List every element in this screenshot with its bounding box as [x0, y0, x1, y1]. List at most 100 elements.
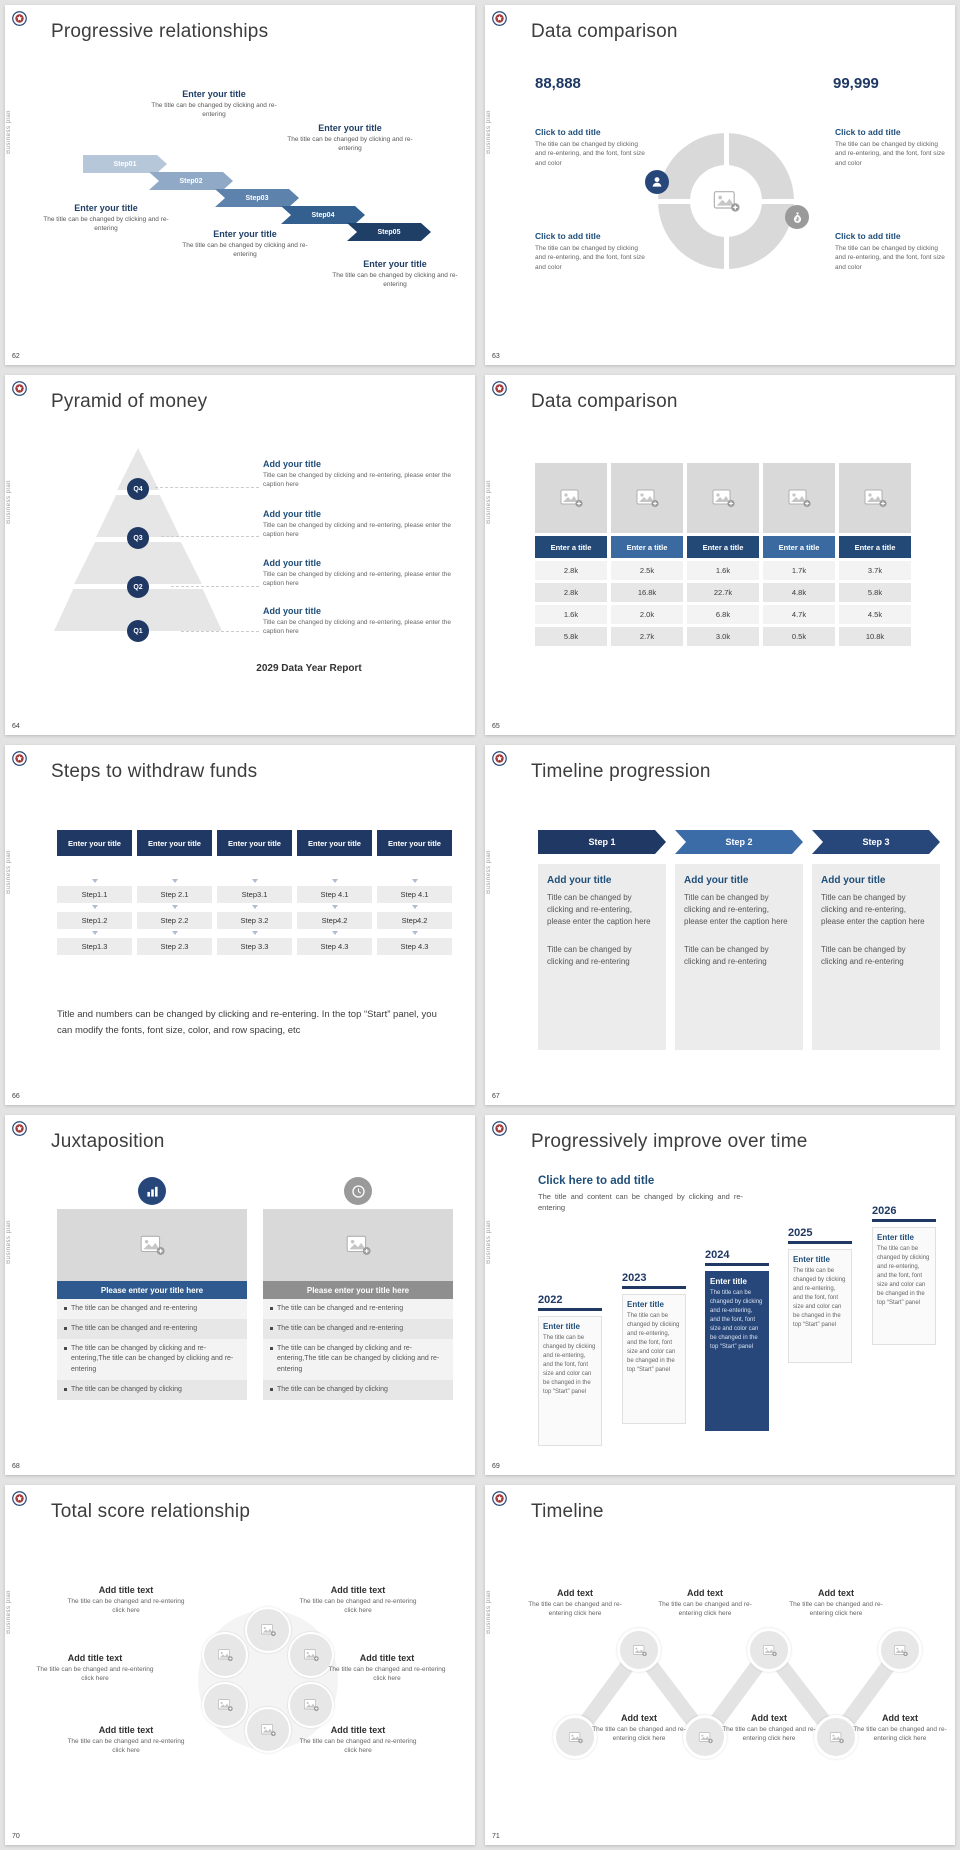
- bullet-item: The title can be changed and re-entering: [57, 1319, 247, 1340]
- image-placeholder: [839, 463, 911, 533]
- text-block-body: The title can be changed by clicking and…: [287, 136, 413, 153]
- slide-69-thumbnail[interactable]: Business plan Progressively improve over…: [485, 1115, 955, 1475]
- text-block: Enter your title The title can be change…: [144, 89, 284, 119]
- image-placeholder: [288, 1682, 334, 1728]
- year-panel: Enter title The title can be changed by …: [788, 1249, 852, 1363]
- bullet-text: The title can be changed and re-entering: [71, 1305, 198, 1312]
- step-panel: Add your title Title can be changed by c…: [538, 864, 666, 1050]
- pyramid-level-badge: Q4: [127, 478, 149, 500]
- caption-block: Add your title Title can be changed by c…: [263, 558, 458, 588]
- year-panel: Enter title The title can be changed by …: [872, 1227, 936, 1345]
- caption-block: Add text The title can be changed and re…: [784, 1588, 888, 1618]
- slide-63-thumbnail[interactable]: Business plan Data comparison 88,888 99,…: [485, 5, 955, 365]
- caption-title: Add your title: [263, 459, 321, 469]
- slide-title: Steps to withdraw funds: [51, 761, 258, 782]
- step-arrow: Step 3: [812, 830, 940, 854]
- caption-title: Click to add title: [835, 231, 901, 241]
- table-cell: 4.8k: [763, 583, 835, 602]
- bullet-text: The title can be changed by clicking and…: [71, 1345, 234, 1373]
- image-placeholder-icon: [345, 1232, 371, 1258]
- image-placeholder-icon: [787, 486, 811, 510]
- slide-65-thumbnail[interactable]: Business plan Data comparison Enter a ti…: [485, 375, 955, 735]
- slide-title: Timeline: [531, 1501, 604, 1522]
- slide-62-thumbnail[interactable]: Business plan Progressive relationships …: [5, 5, 475, 365]
- caption-title: Add text: [621, 1713, 657, 1723]
- image-placeholder-icon: [303, 1697, 319, 1713]
- text-block: Enter your title The title can be change…: [36, 203, 176, 233]
- caption-title: Add text: [687, 1588, 723, 1598]
- slide-64-thumbnail[interactable]: Business plan Pyramid of money Q4 Q3 Q2 …: [5, 375, 475, 735]
- caption-body: The title can be changed and re-entering…: [67, 1738, 185, 1755]
- slide-68-thumbnail[interactable]: Business plan Juxtaposition Please enter…: [5, 1115, 475, 1475]
- image-placeholder-icon: [829, 1730, 844, 1745]
- step-box: Step 2.2: [137, 905, 212, 929]
- bullet-text: The title can be changed by clicking: [277, 1385, 388, 1393]
- intro-body: The title and content can be changed by …: [538, 1192, 743, 1213]
- step-box: Step1.3: [57, 931, 132, 955]
- card-title-bar: Please enter your title here: [57, 1281, 247, 1299]
- sidebar-label: Business plan: [6, 1590, 12, 1634]
- slide-title: Juxtaposition: [51, 1131, 165, 1152]
- table-cell: 10.8k: [839, 627, 911, 646]
- bullet-text: The title can be changed and re-entering: [277, 1305, 404, 1312]
- bar-chart-icon: [144, 1183, 161, 1200]
- image-placeholder: [202, 1682, 248, 1728]
- slide-70-thumbnail[interactable]: Business plan Total score relationship A…: [5, 1485, 475, 1845]
- page-number: 63: [492, 353, 500, 360]
- sidebar-label: Business plan: [6, 110, 12, 154]
- process-step-chevron: Step02: [149, 172, 233, 190]
- caption-body: The title can be changed by clicking and…: [535, 245, 645, 271]
- bullet-item: The title can be changed by clicking: [263, 1379, 453, 1400]
- person-icon: [649, 174, 665, 190]
- caption-body: The title can be changed and re-entering…: [67, 1598, 185, 1615]
- timeline-step: Step 2 Add your title Title can be chang…: [675, 830, 803, 1050]
- bullet-item: The title can be changed and re-entering: [57, 1299, 247, 1320]
- year-panel-highlighted: Enter title The title can be changed by …: [705, 1271, 769, 1431]
- page-number: 69: [492, 1463, 500, 1470]
- brand-logo-icon: [12, 381, 27, 396]
- steps-column: Enter your title Step1.1 Step1.2 Step1.3: [57, 830, 132, 955]
- image-placeholder-icon: [711, 486, 735, 510]
- bar-chart-badge: [138, 1177, 166, 1205]
- table-cell: 2.7k: [611, 627, 683, 646]
- report-caption: 2029 Data Year Report: [256, 663, 362, 674]
- caption-block: Add title text The title can be changed …: [298, 1725, 418, 1755]
- caption-body: The title can be changed and re-entering…: [299, 1738, 417, 1755]
- image-placeholder: [263, 1209, 453, 1281]
- table-cell: 3.7k: [839, 561, 911, 580]
- caption-body: The title can be changed and re-entering…: [36, 1666, 154, 1683]
- caption-title: Add title text: [98, 1585, 154, 1595]
- column-header: Enter your title: [377, 830, 452, 856]
- image-placeholder: [611, 463, 683, 533]
- step-box: Step 2.1: [137, 879, 212, 903]
- image-placeholder-icon: [712, 187, 740, 215]
- text-block: Enter your title The title can be change…: [323, 259, 467, 289]
- comparison-card: Please enter your title here The title c…: [263, 1209, 453, 1400]
- sidebar-label: Business plan: [486, 480, 492, 524]
- image-placeholder: [288, 1632, 334, 1678]
- year-panel: Enter title The title can be changed by …: [538, 1316, 602, 1446]
- slide-title: Data comparison: [531, 21, 678, 42]
- caption-title: Add title text: [359, 1653, 415, 1663]
- pyramid-level-badge: Q2: [127, 576, 149, 598]
- process-step-chevron: Step04: [281, 206, 365, 224]
- slide-71-thumbnail[interactable]: Business plan Timeline Add text The titl…: [485, 1485, 955, 1845]
- step-body: Title can be changed by clicking and re-…: [684, 893, 788, 926]
- table-cell: 5.8k: [535, 627, 607, 646]
- process-step-chevron: Step05: [347, 223, 431, 241]
- step-box: Step1.1: [57, 879, 132, 903]
- caption-body: Title can be changed by clicking and re-…: [263, 619, 452, 636]
- caption-block: Add title text The title can be changed …: [298, 1585, 418, 1615]
- caption-title: Add title text: [330, 1725, 386, 1735]
- slide-67-thumbnail[interactable]: Business plan Timeline progression Step …: [485, 745, 955, 1105]
- year-title: Enter title: [627, 1300, 664, 1309]
- money-bag-icon: [790, 210, 805, 225]
- table-header: Enter a title: [763, 536, 835, 558]
- caption-body: The title can be changed by clicking and…: [835, 245, 945, 271]
- text-block-title: Enter your title: [318, 123, 382, 133]
- text-block-body: The title can be changed by clicking and…: [332, 272, 458, 289]
- slide-66-thumbnail[interactable]: Business plan Steps to withdraw funds En…: [5, 745, 475, 1105]
- step-arrow: Step 2: [675, 830, 803, 854]
- caption-block: Add your title Title can be changed by c…: [263, 606, 458, 636]
- image-placeholder-icon: [217, 1697, 233, 1713]
